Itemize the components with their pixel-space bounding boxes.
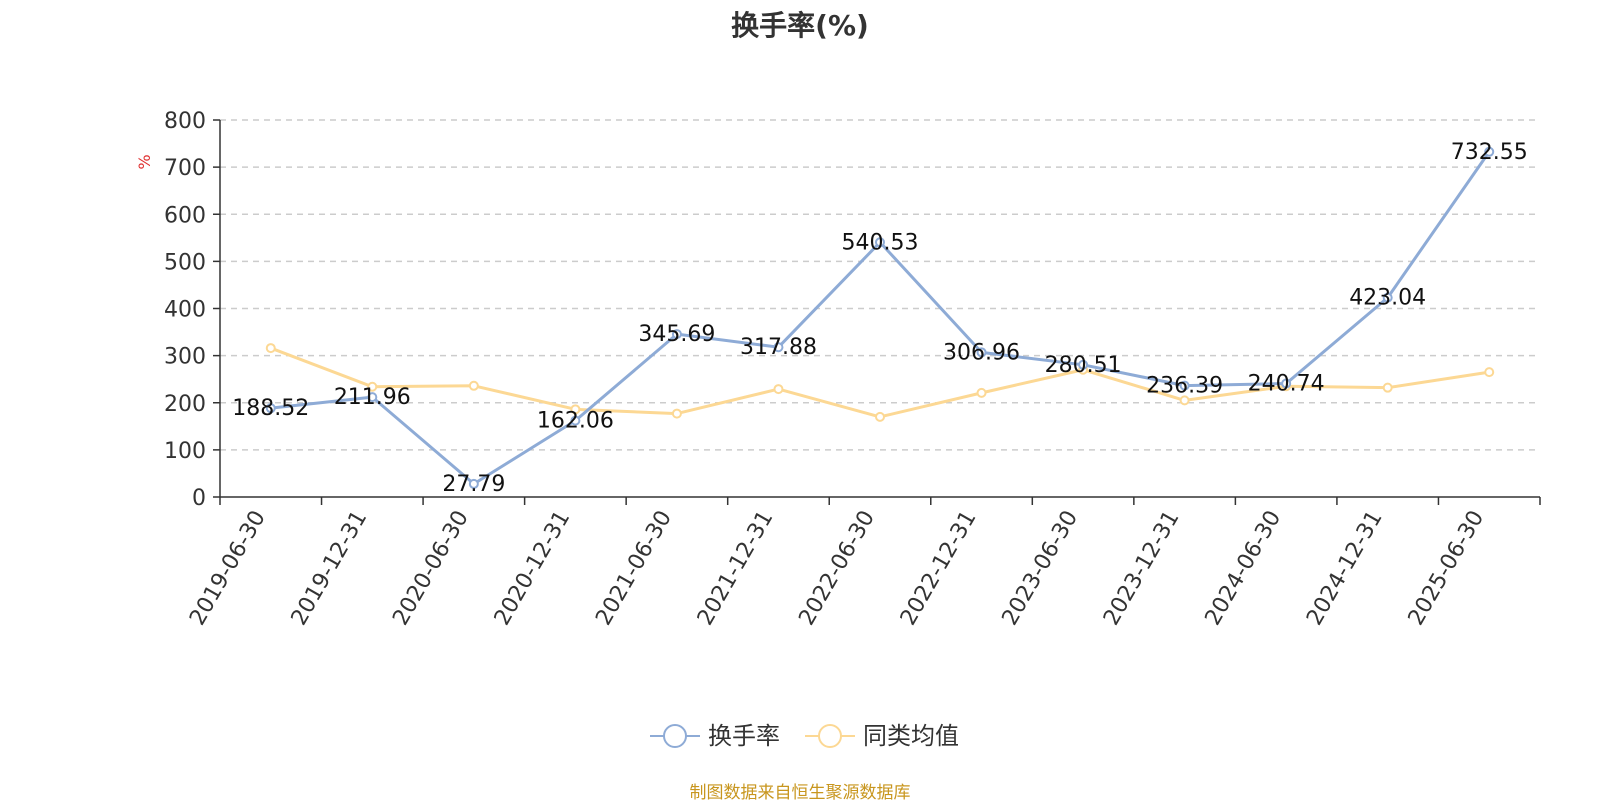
legend-label-2: 同类均值 [863, 722, 959, 750]
data-label: 423.04 [1349, 286, 1426, 311]
data-point-series-2 [570, 404, 581, 415]
x-tick-label: 2020-12-31 [490, 507, 576, 630]
data-label: 345.69 [638, 322, 715, 347]
y-tick-label: 200 [164, 392, 206, 417]
data-point-series-2 [875, 411, 885, 422]
data-point-series-1 [1078, 359, 1089, 370]
data-label: 306.96 [943, 340, 1020, 365]
x-tick-label: 2019-12-31 [287, 507, 373, 630]
data-label: 27.79 [442, 472, 505, 497]
x-tick-label: 2021-06-30 [591, 507, 677, 630]
y-tick-label: 500 [164, 250, 206, 275]
data-label: 211.96 [334, 385, 411, 410]
data-label: 240.74 [1248, 372, 1325, 397]
x-tick-label: 2023-12-31 [1099, 507, 1185, 630]
x-tick-label: 2022-06-30 [794, 507, 880, 630]
data-point-series-2 [1484, 367, 1495, 378]
x-tick-label: 2022-12-31 [896, 507, 982, 630]
legend-label-1: 换手率 [708, 722, 780, 750]
data-point-series-1 [367, 392, 378, 403]
data-point-series-1 [875, 237, 885, 248]
data-point-series-2 [773, 384, 784, 395]
x-tick-label: 2024-06-30 [1201, 507, 1287, 630]
data-point-series-2 [468, 380, 479, 391]
legend-marker-2 [818, 724, 842, 748]
data-label: 162.06 [537, 409, 614, 434]
data-point-series-2 [1382, 382, 1393, 393]
x-tick-label: 2019-06-30 [185, 507, 271, 630]
y-tick-label: 300 [164, 345, 206, 370]
y-tick-label: 600 [164, 203, 206, 228]
y-tick-label: 0 [192, 486, 206, 511]
data-point-series-2 [976, 387, 987, 398]
y-tick-label: 700 [164, 156, 206, 181]
data-label: 280.51 [1045, 353, 1122, 378]
source-note: 制图数据来自恒生聚源数据库 [689, 783, 911, 803]
data-point-series-2 [367, 381, 378, 392]
x-tick-label: 2024-12-31 [1302, 507, 1388, 630]
data-label: 188.52 [232, 396, 309, 421]
data-point-series-1 [1382, 292, 1393, 303]
chart-title: 换手率(%) [731, 9, 869, 42]
y-tick-label: 100 [164, 439, 206, 464]
x-tick-label: 2020-06-30 [388, 507, 474, 630]
y-tick-label: 400 [164, 298, 206, 323]
series-line-1 [270, 150, 1491, 486]
data-point-series-1 [976, 347, 987, 358]
data-point-series-2 [671, 408, 682, 419]
data-point-series-1 [1179, 380, 1190, 391]
data-point-series-1 [1484, 146, 1495, 157]
data-label: 540.53 [842, 230, 919, 255]
data-label: 236.39 [1146, 374, 1223, 399]
data-point-series-1 [1281, 378, 1292, 389]
data-point-series-1 [570, 415, 581, 426]
x-tick-label: 2025-06-30 [1404, 507, 1490, 630]
x-tick-label: 2023-06-30 [997, 507, 1083, 630]
data-point-series-1 [773, 342, 784, 353]
legend-marker-1 [663, 724, 687, 748]
x-tick-label: 2021-12-31 [693, 507, 779, 630]
data-point-series-2 [265, 343, 276, 354]
data-point-series-1 [671, 329, 682, 340]
data-point-series-1 [468, 478, 479, 489]
y-tick-label: 800 [164, 109, 206, 134]
data-point-series-2 [1179, 395, 1190, 406]
data-label: 317.88 [740, 335, 817, 360]
data-point-series-1 [265, 403, 276, 414]
y-axis-unit: % [135, 154, 154, 169]
data-label: 732.55 [1451, 140, 1528, 165]
